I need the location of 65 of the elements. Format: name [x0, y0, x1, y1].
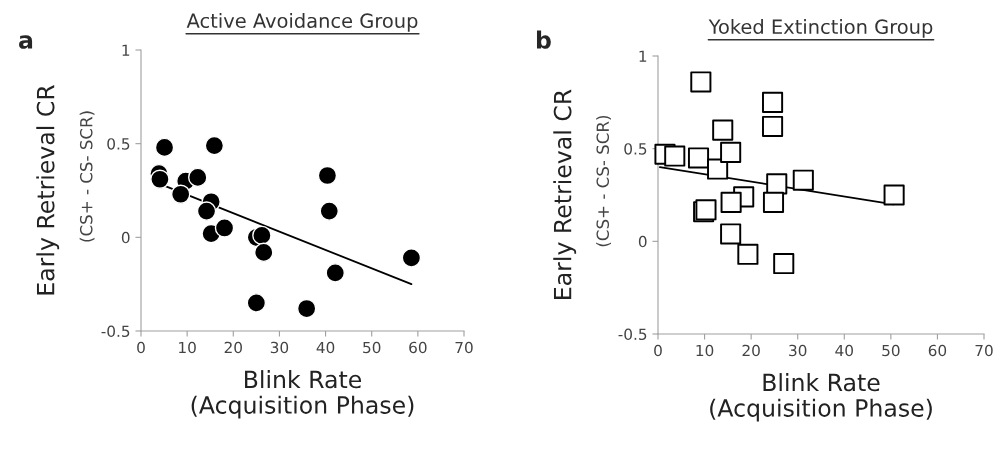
- x-tick-label: 10: [179, 341, 196, 354]
- y-tick-label: 1: [639, 50, 647, 62]
- point: [188, 167, 208, 188]
- x-tick-label: 20: [224, 341, 242, 354]
- y-axis-title: Early Retrieval CR: [553, 89, 577, 299]
- point: [246, 293, 267, 313]
- point: [296, 298, 317, 319]
- x-tick-label: 70: [975, 344, 993, 357]
- x-axis-title: Blink Rate (Acquisition Phase): [710, 373, 932, 422]
- chart-title: Yoked Extinction Group: [708, 19, 933, 38]
- point: [737, 243, 759, 265]
- point: [196, 201, 217, 221]
- y-axis-title: Early Retrieval CR: [36, 84, 60, 295]
- point: [720, 191, 742, 213]
- x-tick-label: 40: [835, 344, 853, 357]
- point: [762, 191, 785, 213]
- point: [319, 201, 340, 221]
- point: [766, 173, 788, 195]
- point: [712, 119, 734, 141]
- text: b: [536, 30, 551, 49]
- x-axis-title: Blink Rate (Acquisition Phase): [191, 370, 414, 419]
- y-tick-label: 0: [638, 235, 647, 248]
- x-tick-label: 0: [137, 341, 145, 354]
- point: [883, 184, 905, 206]
- text: (CS+ - CS- SCR): [596, 115, 612, 247]
- point: [150, 169, 170, 190]
- point: [317, 165, 338, 186]
- point: [214, 218, 235, 238]
- point: [253, 242, 274, 263]
- point: [687, 147, 710, 169]
- x-tick-label: 30: [789, 344, 807, 357]
- y-tick-label: -0.5: [101, 325, 130, 338]
- x-tick-label: 30: [270, 341, 289, 354]
- point: [204, 135, 225, 156]
- point: [252, 225, 272, 246]
- point: [690, 71, 712, 93]
- x-tick-label: 0: [654, 344, 662, 357]
- chart-title: Active Avoidance Group: [186, 13, 418, 32]
- x-tick-label: 60: [409, 341, 427, 354]
- y-tick-label: 1: [122, 44, 130, 56]
- x-tick-label: 60: [928, 344, 947, 357]
- y-tick-label: -0.5: [618, 328, 647, 341]
- point: [325, 263, 346, 283]
- y-tick-label: 0.5: [107, 138, 130, 150]
- point: [664, 145, 686, 167]
- x-tick-label: 50: [882, 344, 900, 357]
- point: [792, 169, 814, 191]
- y-tick-label: 0: [121, 231, 130, 244]
- point: [720, 223, 742, 245]
- point: [707, 158, 729, 180]
- point: [401, 248, 422, 268]
- point: [762, 91, 784, 113]
- point: [720, 141, 742, 163]
- x-tick-label: 50: [363, 341, 381, 354]
- point: [170, 184, 191, 204]
- y-tick-label: 0.5: [624, 143, 647, 155]
- x-tick-label: 10: [696, 344, 714, 357]
- text: a: [19, 35, 33, 49]
- point: [154, 137, 175, 158]
- point: [773, 253, 795, 275]
- x-tick-label: 20: [742, 344, 760, 357]
- point: [762, 115, 784, 137]
- x-tick-label: 70: [455, 341, 473, 354]
- text: (CS+ - CS- SCR): [79, 111, 95, 242]
- x-tick-label: 40: [316, 341, 335, 354]
